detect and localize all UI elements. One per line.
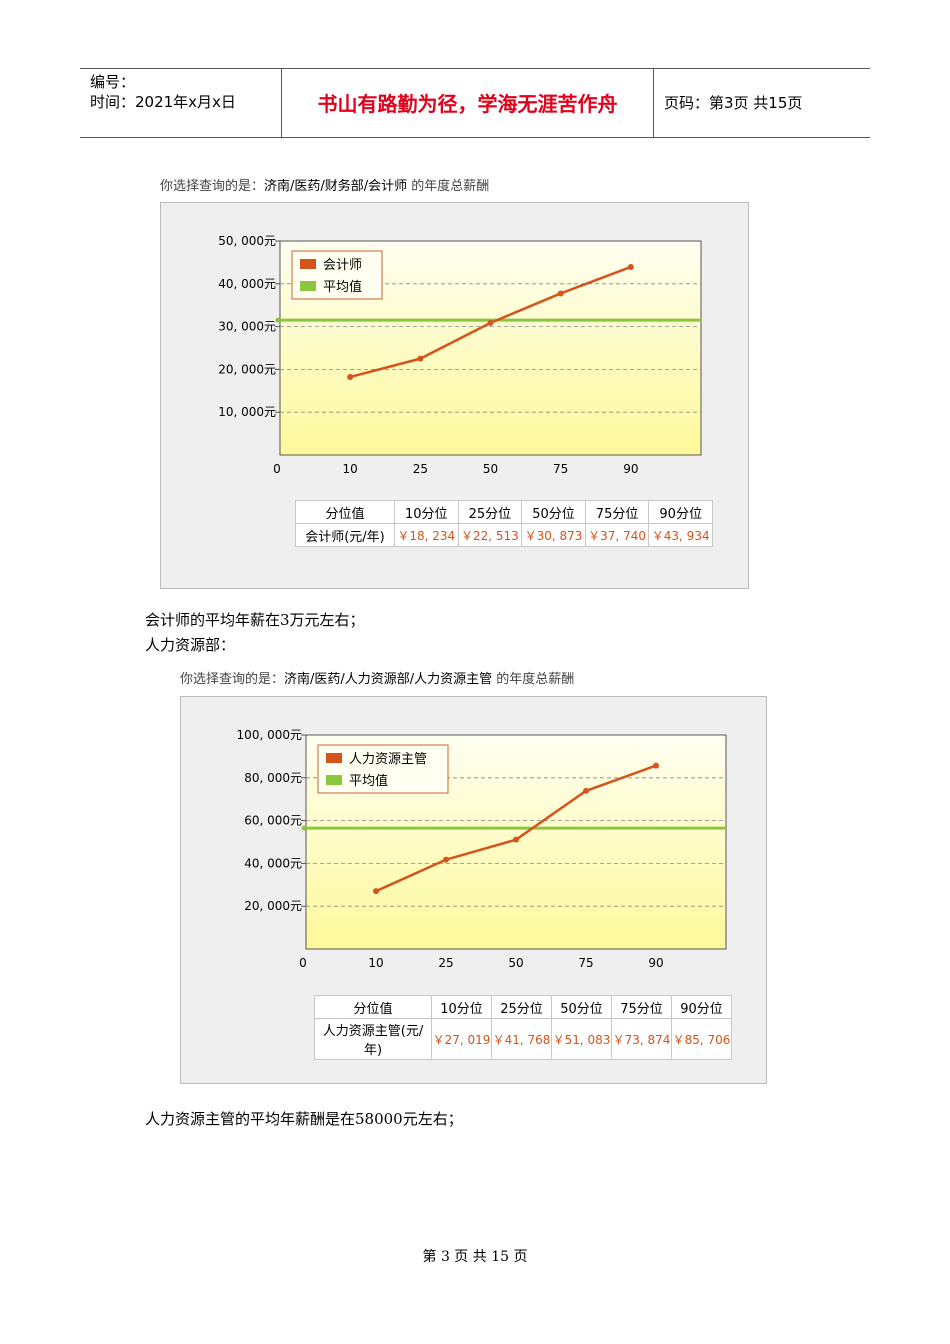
x-tick-label: 75 [553,462,568,476]
number-label: 编号： [90,73,136,91]
y-tick-label: 50, 000元 [218,234,276,248]
table-value: ￥41, 768 [491,1018,552,1060]
chart1-table: 分位值 10分位 25分位 50分位 75分位 90分位 会计师(元/年) ￥1… [295,500,713,547]
series-point [583,787,589,794]
x-tick-label: 90 [648,956,663,970]
legend-label-average: 平均值 [349,773,388,789]
x-tick-label: 0 [299,956,307,970]
table-row-label: 会计师(元/年) [295,523,395,547]
table-value: ￥43, 934 [648,523,713,547]
chart1-caption: 你选择查询的是：济南/医药/财务部/会计师 的年度总薪酬 [160,175,489,194]
x-tick-label: 0 [273,462,281,476]
motto: 书山有路勤为径，学海无涯苦作舟 [282,69,654,137]
table-header-cell: 10分位 [394,500,459,524]
average-marker [301,825,307,831]
section2-title: 人力资源部： [145,636,236,654]
table-header-cell: 90分位 [671,995,732,1019]
table-value: ￥73, 874 [611,1018,672,1060]
table-header-cell: 分位值 [295,500,395,524]
y-tick-label: 30, 000元 [218,320,276,334]
series-point [443,856,449,863]
series-point [513,836,519,843]
legend-swatch-average [300,281,316,291]
series-point [627,263,634,270]
average-marker [275,317,281,323]
x-tick-label: 90 [623,462,638,476]
y-tick-label: 10, 000元 [218,405,276,419]
caption-suffix: 的年度总薪酬 [407,179,490,194]
x-tick-label: 50 [508,956,523,970]
series-point [653,762,659,769]
series-point [487,319,494,326]
table-value: ￥27, 019 [431,1018,492,1060]
y-tick-label: 20, 000元 [218,362,276,376]
table-header-cell: 25分位 [457,500,523,524]
x-tick-label: 50 [483,462,498,476]
chart2-table: 分位值 10分位 25分位 50分位 75分位 90分位 人力资源主管(元/年)… [314,995,732,1060]
y-tick-label: 20, 000元 [244,899,302,913]
y-tick-label: 60, 000元 [244,814,302,828]
legend-label-series: 人力资源主管 [349,752,427,767]
table-row-label: 人力资源主管(元/年) [314,1018,432,1060]
table-header-cell: 分位值 [314,995,432,1019]
chart1: 10, 000元 20, 000元 30, 000元 40, 000元 50, 000元… [218,234,702,476]
page-header: 编号： 时间：2021年x月x日 书山有路勤为径，学海无涯苦作舟 页码：第3页 … [80,68,870,138]
chart1-panel: 10, 000元 20, 000元 30, 000元 40, 000元 50, 000元… [160,202,749,589]
y-tick-label: 100, 000元 [237,728,302,742]
table-header-cell: 10分位 [431,995,492,1019]
legend-swatch-series [300,259,316,269]
table-value: ￥51, 083 [551,1018,612,1060]
table-value: ￥37, 740 [584,523,650,547]
header-meta: 编号： 时间：2021年x月x日 [80,69,282,137]
caption-suffix: 的年度总薪酬 [492,672,575,687]
series-point [373,888,379,895]
series-point [417,355,424,362]
x-tick-label: 75 [578,956,593,970]
caption-path: 济南/医药/财务部/会计师 [264,179,408,194]
conclusion-2: 人力资源主管的平均年薪酬是在58000元左右； [145,1110,463,1128]
y-tick-label: 80, 000元 [244,771,302,785]
table-header-cell: 75分位 [584,500,650,524]
page-label: 页码：第3页 共15页 [664,94,803,112]
table-value: ￥22, 513 [457,523,523,547]
chart2-panel: 20, 000元 40, 000元 60, 000元 80, 000元 100, 000… [180,696,767,1084]
page-footer: 第 3 页 共 15 页 [422,1249,528,1265]
table-value: ￥30, 873 [521,523,586,547]
table-header-cell: 25分位 [491,995,552,1019]
y-tick-label: 40, 000元 [218,277,276,291]
chart2: 20, 000元 40, 000元 60, 000元 80, 000元 100, 000… [237,728,727,970]
legend-swatch-average [326,775,342,785]
table-header-cell: 90分位 [648,500,713,524]
caption-prefix: 你选择查询的是： [180,672,285,687]
table-header-cell: 75分位 [611,995,672,1019]
y-tick-label: 40, 000元 [244,856,302,870]
table-header-cell: 50分位 [521,500,586,524]
legend-label-average: 平均值 [323,279,362,295]
x-tick-label: 10 [368,956,383,970]
legend-label-series: 会计师 [323,258,362,273]
x-tick-label: 10 [343,462,358,476]
chart2-caption: 你选择查询的是：济南/医药/人力资源部/人力资源主管 的年度总薪酬 [180,668,574,687]
x-tick-label: 25 [413,462,428,476]
conclusion-1: 会计师的平均年薪在3万元左右； [145,611,365,629]
caption-prefix: 你选择查询的是： [160,179,265,194]
table-value: ￥85, 706 [671,1018,732,1060]
series-point [557,290,564,297]
legend-swatch-series [326,753,342,763]
table-value: ￥18, 234 [394,523,459,547]
x-tick-label: 25 [438,956,453,970]
caption-path: 济南/医药/人力资源部/人力资源主管 [284,672,493,687]
table-header-cell: 50分位 [551,995,612,1019]
series-point [347,373,354,380]
time-label: 时间：2021年x月x日 [90,93,236,111]
